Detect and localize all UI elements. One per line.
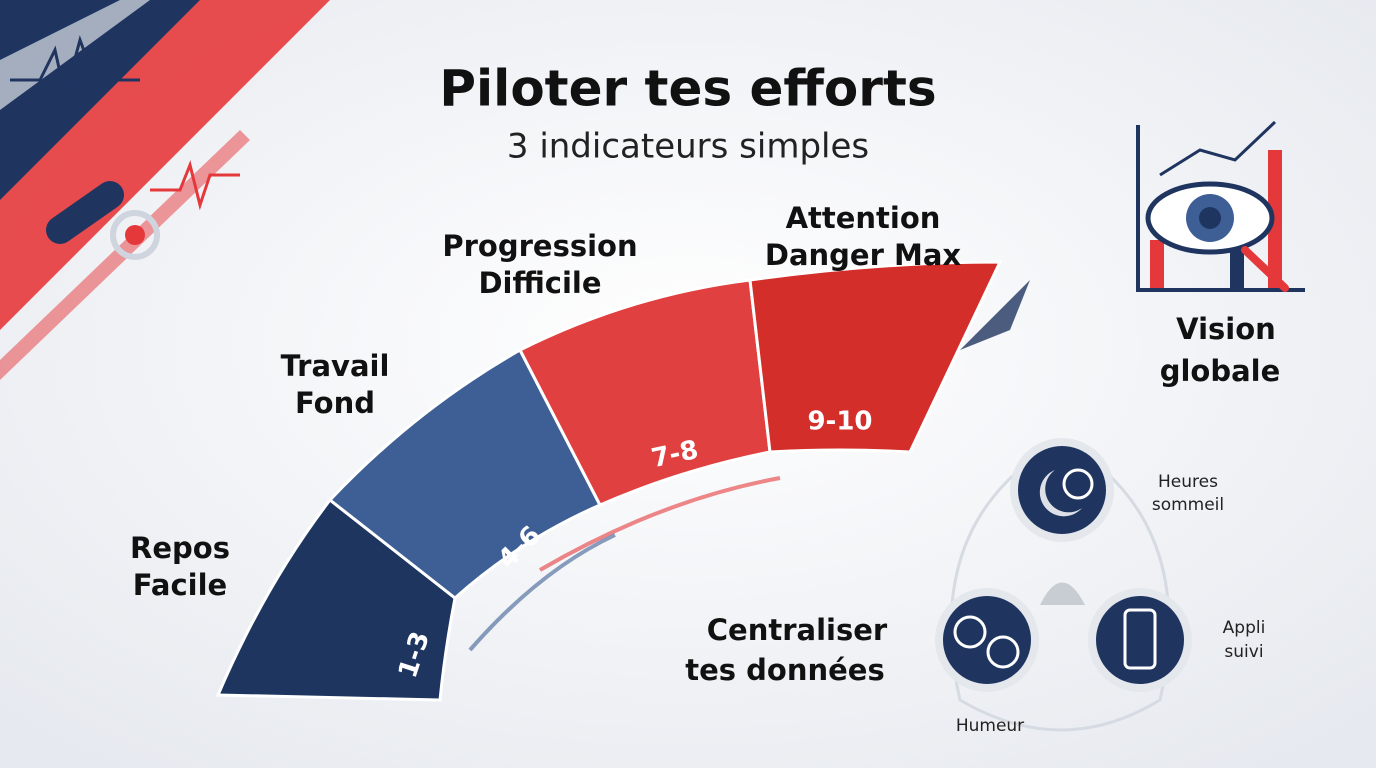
zone-label: Facile [133, 568, 227, 602]
zone-range: 9-10 [807, 407, 872, 437]
zone-labels: ReposFacile1-3TravailFond4-6ProgressionD… [130, 201, 961, 682]
title: Piloter tes efforts [439, 60, 936, 118]
zone-label: Repos [130, 531, 230, 565]
centralize-label: Centraliser [707, 613, 888, 647]
zone-label: Danger Max [765, 238, 962, 272]
centralize-label: tes données [685, 653, 884, 687]
indicator-label: Heures [1158, 472, 1218, 492]
indicator-label: Appli [1223, 618, 1266, 638]
vision-label: globale [1160, 354, 1281, 388]
zone-label: Travail [281, 349, 390, 383]
zone-label: Fond [295, 386, 375, 420]
indicator-label: Humeur [956, 716, 1024, 736]
effort-scale [215, 260, 1030, 702]
zone-label: Progression [442, 229, 637, 263]
subtitle: 3 indicateurs simples [507, 127, 869, 167]
zone-label: Attention [786, 201, 941, 235]
vision-icon [1136, 120, 1305, 292]
zone-label: Difficile [478, 266, 601, 300]
indicator-label: sommeil [1152, 495, 1224, 515]
zone-segment [215, 497, 457, 702]
indicator-label: suivi [1224, 642, 1263, 662]
vision-label: Vision [1176, 312, 1276, 346]
decoration [0, 0, 330, 380]
data-hub [935, 438, 1192, 732]
zone-segment [748, 260, 1003, 454]
